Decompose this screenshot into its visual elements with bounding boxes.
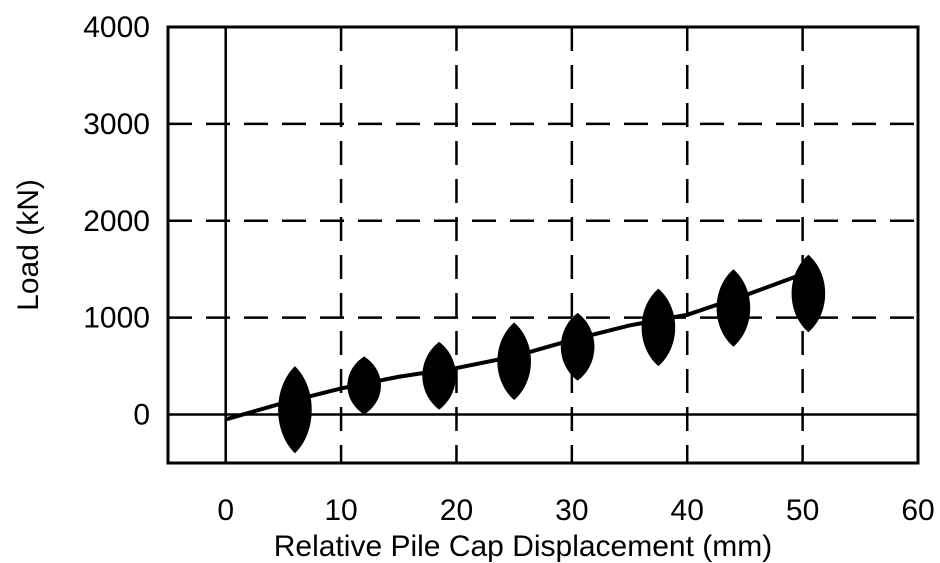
y-axis-label: Load (kN) xyxy=(12,179,45,311)
cycle-bursts xyxy=(278,254,826,454)
y-tick-label: 4000 xyxy=(83,11,150,44)
cycle-burst xyxy=(791,254,826,333)
x-tick-label: 60 xyxy=(901,494,934,527)
y-tick-labels: 0 1000 2000 3000 4000 xyxy=(83,11,150,432)
y-tick-label: 3000 xyxy=(83,108,150,141)
x-axis-label: Relative Pile Cap Displacement (mm) xyxy=(274,530,773,563)
plot-frame xyxy=(166,25,920,465)
x-tick-label: 10 xyxy=(324,494,357,527)
load-curve xyxy=(225,272,804,422)
cycle-burst xyxy=(497,322,531,401)
cycle-burst xyxy=(422,341,456,410)
x-tick-label: 30 xyxy=(555,494,588,527)
x-tick-label: 20 xyxy=(440,494,473,527)
plot-border xyxy=(166,25,920,465)
x-tick-labels: 0 10 20 30 40 50 60 xyxy=(217,494,934,527)
x-tick-label: 50 xyxy=(786,494,819,527)
cycle-burst xyxy=(641,288,676,367)
x-tick-label: 0 xyxy=(217,494,234,527)
cycle-burst xyxy=(716,269,751,347)
cycle-burst xyxy=(560,312,595,381)
x-tick-label: 40 xyxy=(671,494,704,527)
y-tick-label: 2000 xyxy=(83,205,150,238)
cycle-burst xyxy=(278,366,312,454)
series-line xyxy=(225,272,804,422)
y-tick-label: 0 xyxy=(133,399,150,432)
y-tick-label: 1000 xyxy=(83,302,150,335)
